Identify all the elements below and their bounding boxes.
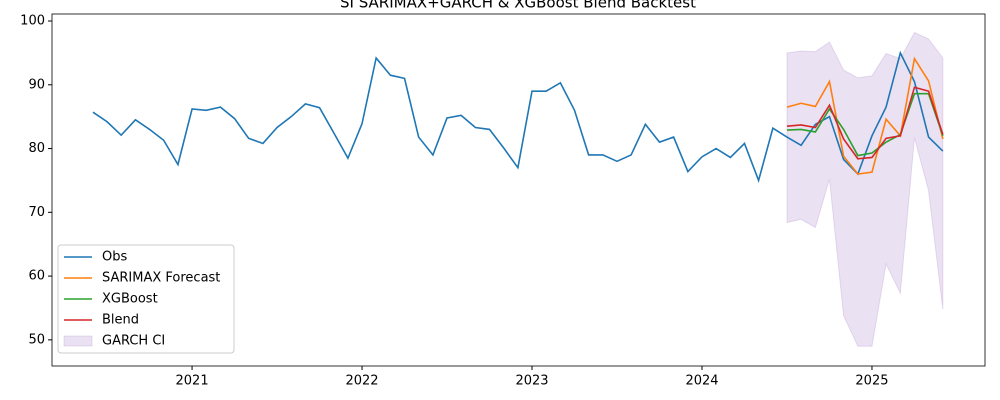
ci-band [786,31,944,347]
legend-label: SARIMAX Forecast [102,271,220,286]
y-tick-label: 100 [20,14,45,29]
y-tick-label: 50 [28,332,45,347]
series-line [786,56,944,175]
legend-box [57,244,235,354]
x-tick-label: 2024 [685,374,718,389]
x-tick-label: 2025 [855,374,888,389]
legend-label: Blend [102,313,139,328]
legend-label: XGBoost [102,292,158,307]
x-tick-label: 2021 [176,374,209,389]
x-tick-label: 2022 [345,374,378,389]
plot-frame [51,13,986,367]
y-tick-label: 90 [28,77,45,92]
y-tick-label: 60 [28,269,45,284]
legend-label: Obs [102,250,127,265]
y-tick-label: 70 [28,205,45,220]
x-tick-label: 2023 [515,374,548,389]
legend-label: GARCH CI [102,334,165,349]
series-line [786,86,944,160]
legend-swatch [63,335,93,347]
y-tick-label: 80 [28,141,45,156]
series-line [92,50,944,184]
chart-title: SI SARIMAX+GARCH & XGBoost Blend Backtes… [340,0,696,12]
series-line [786,92,944,157]
